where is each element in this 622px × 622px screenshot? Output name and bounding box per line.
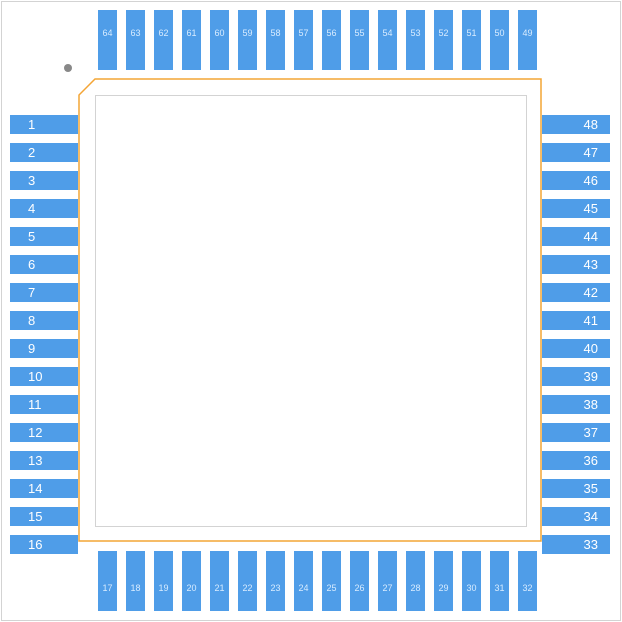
qfp-footprint-diagram: 1234567891011121314151633343536373839404… xyxy=(0,0,622,622)
pin-34: 34 xyxy=(542,507,610,526)
pin-62: 62 xyxy=(154,10,173,70)
pin-38: 38 xyxy=(542,395,610,414)
pin-8: 8 xyxy=(10,311,78,330)
pin-23: 23 xyxy=(266,551,285,611)
pin-43: 43 xyxy=(542,255,610,274)
pin-52: 52 xyxy=(434,10,453,70)
pin-7: 7 xyxy=(10,283,78,302)
pin-42: 42 xyxy=(542,283,610,302)
pin-17: 17 xyxy=(98,551,117,611)
pin-2: 2 xyxy=(10,143,78,162)
pin-25: 25 xyxy=(322,551,341,611)
pin-48: 48 xyxy=(542,115,610,134)
pin-39: 39 xyxy=(542,367,610,386)
pin-13: 13 xyxy=(10,451,78,470)
pin-20: 20 xyxy=(182,551,201,611)
pin-46: 46 xyxy=(542,171,610,190)
pin-22: 22 xyxy=(238,551,257,611)
pin-60: 60 xyxy=(210,10,229,70)
pin-63: 63 xyxy=(126,10,145,70)
pin-64: 64 xyxy=(98,10,117,70)
pin-50: 50 xyxy=(490,10,509,70)
package-inner-outline xyxy=(95,95,527,527)
pin-37: 37 xyxy=(542,423,610,442)
pin-19: 19 xyxy=(154,551,173,611)
pin-27: 27 xyxy=(378,551,397,611)
pin-56: 56 xyxy=(322,10,341,70)
pin-58: 58 xyxy=(266,10,285,70)
pin-6: 6 xyxy=(10,255,78,274)
pin-9: 9 xyxy=(10,339,78,358)
pin-45: 45 xyxy=(542,199,610,218)
pin-10: 10 xyxy=(10,367,78,386)
pin-49: 49 xyxy=(518,10,537,70)
pin-51: 51 xyxy=(462,10,481,70)
pin1-indicator-dot xyxy=(64,64,72,72)
pin-3: 3 xyxy=(10,171,78,190)
pin-33: 33 xyxy=(542,535,610,554)
pin-21: 21 xyxy=(210,551,229,611)
pin-61: 61 xyxy=(182,10,201,70)
pin-5: 5 xyxy=(10,227,78,246)
pin-24: 24 xyxy=(294,551,313,611)
pin-57: 57 xyxy=(294,10,313,70)
pin-32: 32 xyxy=(518,551,537,611)
pin-30: 30 xyxy=(462,551,481,611)
pin-35: 35 xyxy=(542,479,610,498)
pin-26: 26 xyxy=(350,551,369,611)
pin-4: 4 xyxy=(10,199,78,218)
pin-14: 14 xyxy=(10,479,78,498)
pin-59: 59 xyxy=(238,10,257,70)
pin-29: 29 xyxy=(434,551,453,611)
pin-55: 55 xyxy=(350,10,369,70)
pin-28: 28 xyxy=(406,551,425,611)
pin-41: 41 xyxy=(542,311,610,330)
pin-44: 44 xyxy=(542,227,610,246)
pin-11: 11 xyxy=(10,395,78,414)
pin-36: 36 xyxy=(542,451,610,470)
pin-54: 54 xyxy=(378,10,397,70)
pin-31: 31 xyxy=(490,551,509,611)
pin-53: 53 xyxy=(406,10,425,70)
pin-15: 15 xyxy=(10,507,78,526)
pin-16: 16 xyxy=(10,535,78,554)
pin-1: 1 xyxy=(10,115,78,134)
pin-18: 18 xyxy=(126,551,145,611)
pin-12: 12 xyxy=(10,423,78,442)
pin-40: 40 xyxy=(542,339,610,358)
pin-47: 47 xyxy=(542,143,610,162)
